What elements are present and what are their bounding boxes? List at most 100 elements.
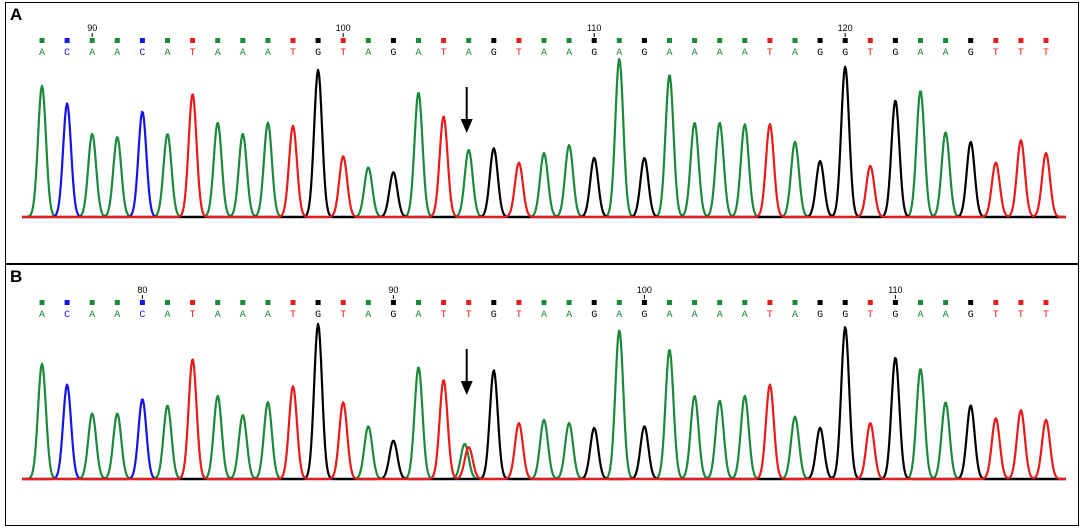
base-call-label: T <box>867 48 873 59</box>
base-call-label: G <box>968 310 974 321</box>
base-quality-box <box>591 38 597 43</box>
base-call-label: A <box>265 310 271 321</box>
base-quality-box <box>968 38 974 43</box>
base-quality-box <box>867 38 873 43</box>
base-quality-box <box>742 300 748 305</box>
base-quality-box <box>892 300 898 305</box>
base-call-label: A <box>114 48 120 59</box>
base-quality-box <box>717 38 723 43</box>
base-quality-box <box>390 300 396 305</box>
base-call-label: G <box>315 48 321 59</box>
base-quality-box <box>491 300 497 305</box>
base-quality-box <box>591 300 597 305</box>
base-call-label: T <box>1043 310 1049 321</box>
base-call-label: A <box>566 48 572 59</box>
base-call-label: G <box>892 48 898 59</box>
trace-a <box>21 329 1067 481</box>
base-quality-box <box>792 38 798 43</box>
base-call-label: G <box>390 310 396 321</box>
base-call-label: A <box>39 310 45 321</box>
base-call-label: A <box>265 48 271 59</box>
base-quality-box <box>817 38 823 43</box>
base-call-label: G <box>315 310 321 321</box>
base-quality-box <box>692 300 698 305</box>
base-call-label: G <box>968 48 974 59</box>
base-quality-box <box>641 300 647 305</box>
base-quality-box <box>867 300 873 305</box>
base-quality-box <box>441 38 447 43</box>
base-quality-box <box>566 38 572 43</box>
base-quality-box <box>365 38 371 43</box>
base-call-label: A <box>742 48 748 59</box>
base-quality-box <box>767 300 773 305</box>
position-label: 110 <box>888 285 902 295</box>
position-label: 90 <box>87 23 97 33</box>
base-quality-box <box>390 38 396 43</box>
trace-t <box>21 358 1067 481</box>
base-call-label: G <box>842 310 848 321</box>
base-call-label: T <box>516 310 522 321</box>
base-call-label: A <box>240 310 246 321</box>
base-quality-box <box>240 38 246 43</box>
base-call-label: A <box>666 310 672 321</box>
base-call-label: A <box>717 48 723 59</box>
base-call-label: T <box>993 48 999 59</box>
base-quality-box <box>566 300 572 305</box>
base-call-label: T <box>867 310 873 321</box>
position-label: 100 <box>336 23 351 33</box>
position-label: 110 <box>587 23 601 33</box>
base-call-label: T <box>290 310 296 321</box>
base-call-label: A <box>89 48 95 59</box>
trace-a <box>21 58 1067 219</box>
base-call-label: T <box>441 310 447 321</box>
position-label: 80 <box>137 285 147 295</box>
base-call-label: A <box>415 48 421 59</box>
trace-t <box>21 93 1067 219</box>
base-quality-box <box>842 38 848 43</box>
base-call-label: A <box>215 48 221 59</box>
base-call-label: A <box>742 310 748 321</box>
base-quality-box <box>842 300 848 305</box>
base-call-label: T <box>767 310 773 321</box>
base-call-label: A <box>792 310 798 321</box>
base-quality-box <box>692 38 698 43</box>
base-quality-box <box>365 300 371 305</box>
base-call-label: G <box>591 48 597 59</box>
base-call-label: A <box>692 48 698 59</box>
base-call-label: C <box>64 310 70 321</box>
base-call-label: A <box>164 310 170 321</box>
base-quality-box <box>165 300 170 305</box>
base-call-label: A <box>114 310 120 321</box>
base-call-label: A <box>365 48 371 59</box>
base-call-label: T <box>290 48 296 59</box>
mutation-arrow-head <box>460 119 473 133</box>
base-call-label: G <box>817 310 823 321</box>
base-call-label: A <box>541 310 547 321</box>
base-quality-box <box>1018 38 1024 43</box>
base-call-label: A <box>39 48 45 59</box>
base-quality-box <box>315 38 321 43</box>
base-call-label: A <box>616 310 622 321</box>
base-quality-box <box>315 300 321 305</box>
base-call-label: G <box>491 48 497 59</box>
base-call-label: T <box>340 310 346 321</box>
base-quality-box <box>667 300 672 305</box>
base-quality-box <box>641 38 647 43</box>
base-call-label: A <box>466 48 472 59</box>
base-quality-box <box>792 300 798 305</box>
base-quality-box <box>717 300 723 305</box>
base-call-label: A <box>917 310 923 321</box>
base-call-label: A <box>365 310 371 321</box>
base-quality-box <box>918 38 923 43</box>
base-quality-box <box>993 300 999 305</box>
base-call-label: A <box>415 310 421 321</box>
base-quality-box <box>114 300 120 305</box>
base-quality-box <box>139 38 145 43</box>
position-label: 120 <box>838 23 853 33</box>
base-quality-box <box>817 300 823 305</box>
position-label: 100 <box>637 285 652 295</box>
base-call-label: T <box>1018 48 1024 59</box>
base-call-label: T <box>466 310 472 321</box>
trace-g <box>21 65 1067 219</box>
base-call-label: G <box>641 310 647 321</box>
